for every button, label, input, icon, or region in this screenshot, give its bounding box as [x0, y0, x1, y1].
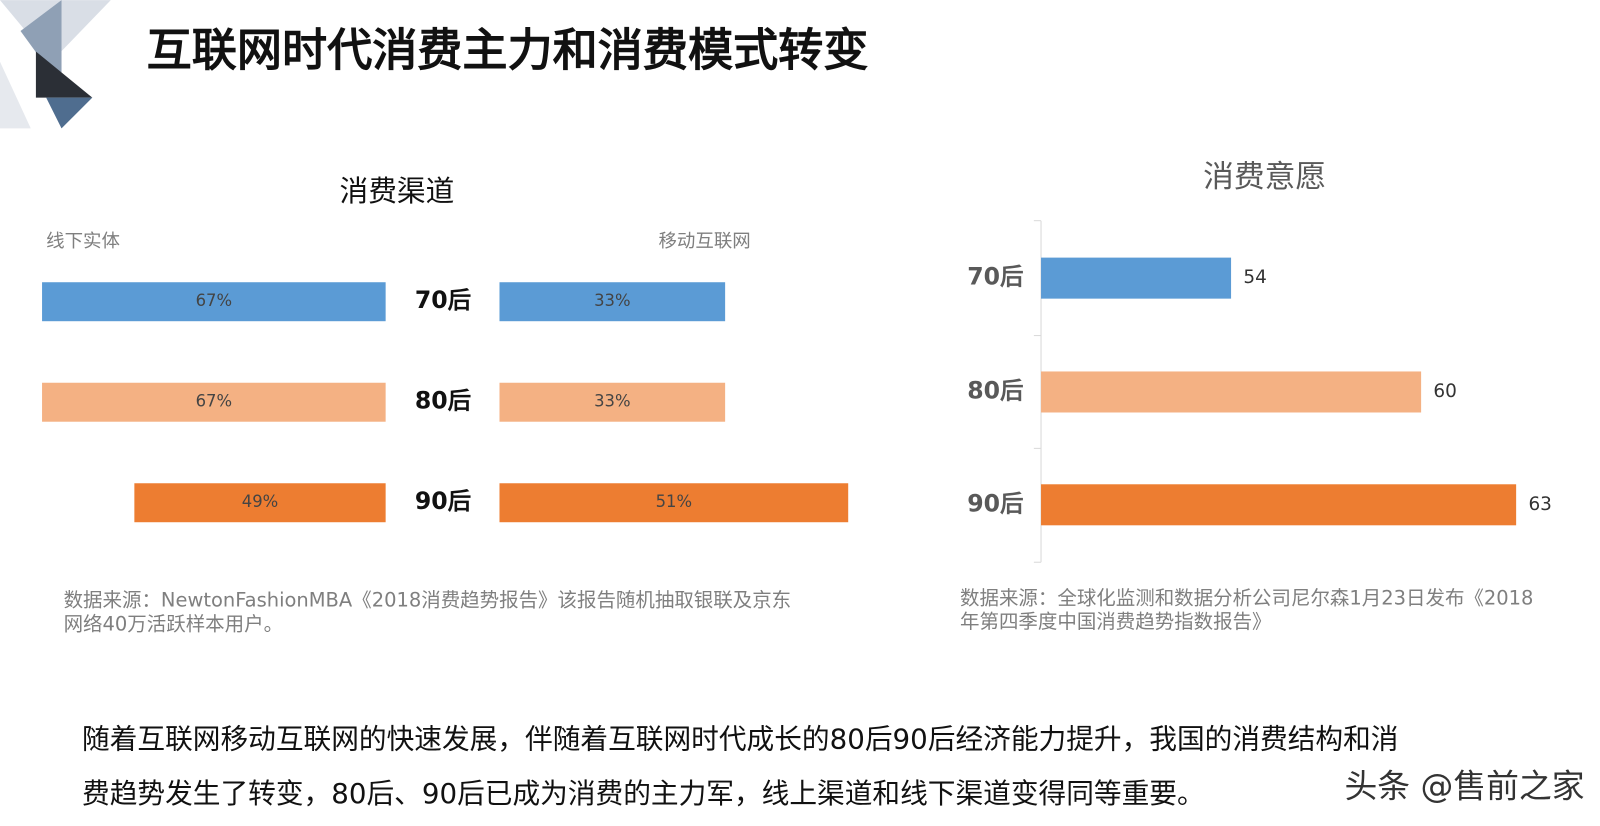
bar — [499, 483, 849, 523]
bar — [42, 282, 386, 322]
legend-label: 移动互联网 — [658, 231, 750, 252]
bar — [499, 282, 726, 322]
value-label: 49% — [242, 492, 278, 511]
value-label: 60 — [1433, 381, 1456, 402]
value-label: 67% — [196, 392, 232, 411]
body-text: 费趋势发生了转变，80后、90后已成为消费的主力军，线上渠道和线下渠道变得同等重… — [82, 777, 1205, 810]
category-label: 80后 — [415, 387, 471, 415]
value-label: 63 — [1528, 494, 1551, 515]
category-label: 70后 — [415, 286, 471, 314]
slide-title: 互联网时代消费主力和消费模式转变 — [147, 24, 869, 77]
watermark: 头条 @售前之家 — [1344, 767, 1584, 805]
body-text: 随着互联网移动互联网的快速发展，伴随着互联网时代成长的80后90后经济能力提升，… — [82, 723, 1398, 756]
bar — [1041, 371, 1422, 413]
source: 数据来源：全球化监测和数据分析公司尼尔森1月23日发布《2018 — [960, 587, 1533, 610]
logo — [0, 0, 111, 129]
bar — [1041, 257, 1232, 299]
bar — [42, 382, 386, 422]
source: 年第四季度中国消费趋势指数报告》 — [960, 610, 1272, 633]
legend-label: 线下实体 — [46, 231, 120, 252]
category-label: 80后 — [967, 376, 1023, 404]
category-label: 70后 — [967, 263, 1023, 291]
source: 网络40万活跃样本用户。 — [64, 612, 283, 635]
chart-title: 消费意愿 — [1203, 159, 1326, 195]
value-label: 33% — [594, 291, 630, 310]
bar — [1041, 484, 1517, 526]
bar — [499, 382, 726, 422]
bar — [134, 483, 386, 523]
category-label: 90后 — [415, 487, 471, 515]
axis-ticks — [1033, 220, 1042, 563]
value-label: 67% — [196, 291, 232, 310]
source: 数据来源：NewtonFashionMBA《2018消费趋势报告》该报告随机抽取… — [64, 589, 792, 612]
category-label: 90后 — [967, 489, 1023, 517]
chart-title: 消费渠道 — [340, 174, 455, 208]
value-label: 51% — [656, 492, 692, 511]
value-label: 33% — [594, 392, 630, 411]
value-label: 54 — [1243, 267, 1266, 288]
